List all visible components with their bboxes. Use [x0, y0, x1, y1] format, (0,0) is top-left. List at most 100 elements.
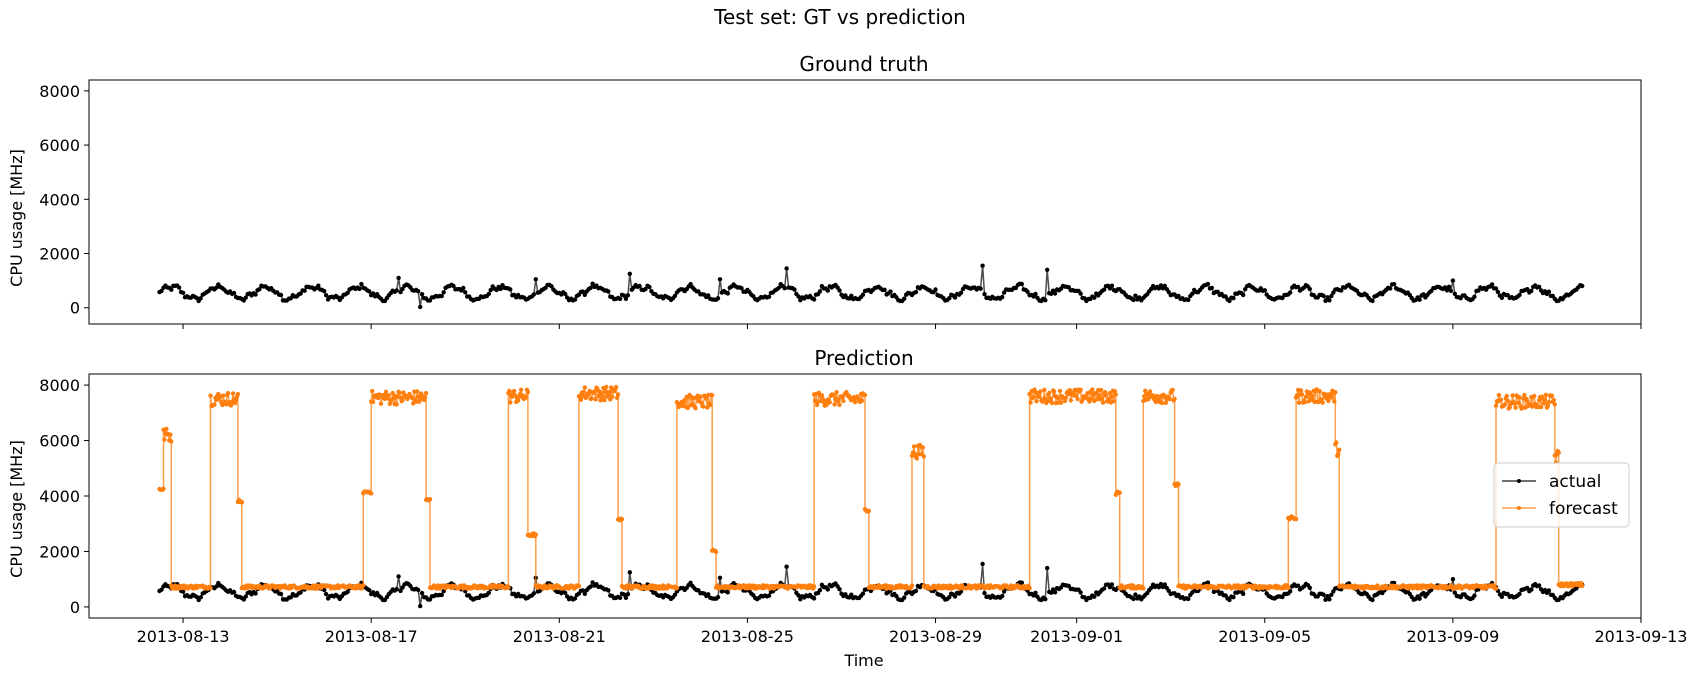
actual-point	[302, 288, 307, 293]
actual-point	[1019, 580, 1024, 585]
forecast-point	[1556, 450, 1561, 455]
forecast-point	[168, 432, 173, 437]
actual-point	[582, 292, 587, 298]
forecast-point	[699, 400, 704, 405]
forecast-point	[1286, 585, 1291, 591]
actual-point	[1227, 597, 1232, 603]
actual-point	[1045, 267, 1050, 272]
forecast-point	[827, 400, 832, 405]
forecast-point	[1549, 393, 1555, 398]
forecast-point	[704, 396, 709, 401]
forecast-point	[1493, 403, 1499, 408]
actual-point	[1231, 296, 1236, 301]
forecast-point	[1098, 387, 1104, 393]
forecast-point	[1293, 516, 1299, 522]
actual-point	[688, 580, 693, 585]
actual-point	[572, 297, 578, 302]
forecast-point	[386, 393, 391, 398]
forecast-point	[1063, 395, 1069, 400]
actual-point	[316, 283, 321, 288]
actual-point	[1323, 597, 1328, 602]
forecast-point	[710, 393, 715, 398]
actual-point	[1517, 292, 1522, 298]
actual-point	[621, 293, 627, 298]
forecast-point	[507, 388, 512, 394]
forecast-point	[914, 456, 920, 461]
forecast-point	[1504, 393, 1510, 399]
forecast-point	[164, 426, 169, 432]
forecast-point	[1525, 398, 1530, 403]
forecast-point	[208, 585, 213, 591]
actual-point	[1517, 591, 1522, 597]
forecast-point	[525, 389, 531, 395]
forecast-point	[598, 398, 603, 403]
forecast-point	[607, 389, 612, 395]
x-tick-label: 2013-09-05	[1218, 627, 1311, 646]
actual-point	[1295, 583, 1301, 588]
y-tick-label: 8000	[39, 376, 80, 395]
actual-point	[637, 283, 642, 289]
actual-point	[1078, 291, 1083, 296]
actual-point	[441, 290, 446, 295]
actual-point	[706, 592, 711, 597]
actual-point	[1109, 283, 1115, 288]
forecast-point	[1545, 403, 1551, 408]
actual-point	[1452, 291, 1458, 296]
forecast-point	[1496, 392, 1502, 398]
actual-point	[811, 297, 817, 302]
actual-point	[416, 587, 421, 593]
actual-point	[169, 287, 174, 292]
forecast-point	[580, 389, 585, 395]
actual-point	[1448, 288, 1454, 293]
actual-point	[860, 292, 866, 297]
actual-point	[672, 293, 678, 299]
actual-point	[1307, 585, 1313, 590]
forecast-point	[1333, 390, 1338, 395]
actual-point	[725, 291, 730, 296]
forecast-point	[1103, 393, 1109, 398]
actual-point	[572, 596, 578, 601]
actual-point	[1101, 287, 1107, 292]
actual-point	[784, 266, 789, 271]
forecast-point	[1146, 397, 1151, 402]
actual-point	[1370, 597, 1375, 603]
forecast-point	[819, 393, 825, 398]
forecast-point	[512, 388, 517, 394]
actual-point	[1227, 298, 1232, 304]
forecast-point	[1552, 402, 1558, 407]
actual-point	[1133, 592, 1138, 597]
actual-point	[1472, 294, 1477, 299]
forecast-point	[619, 517, 625, 522]
actual-point	[623, 296, 629, 301]
actual-point	[1043, 597, 1048, 602]
forecast-point	[1320, 400, 1325, 405]
actual-point	[1092, 295, 1097, 300]
actual-point	[1450, 577, 1456, 582]
y-tick-label: 2000	[39, 245, 80, 264]
actual-point	[590, 580, 595, 585]
actual-point	[902, 595, 907, 600]
forecast-point	[1176, 482, 1181, 487]
actual-point	[1052, 590, 1058, 595]
actual-point	[1329, 293, 1334, 299]
actual-point	[419, 292, 425, 297]
actual-point	[1444, 288, 1450, 293]
forecast-point	[1068, 398, 1074, 403]
actual-point	[1493, 286, 1499, 291]
forecast-point	[1543, 392, 1549, 397]
actual-point	[1529, 587, 1534, 592]
actual-point	[849, 293, 854, 298]
actual-point	[198, 296, 203, 301]
actual-point	[717, 575, 723, 580]
actual-point	[1329, 592, 1334, 597]
ground-truth-frame	[88, 79, 1642, 325]
actual-point	[1019, 281, 1024, 287]
forecast-point	[1073, 393, 1078, 398]
figure-title: Test set: GT vs prediction	[713, 5, 966, 29]
forecast-point	[1141, 586, 1146, 591]
actual-point	[531, 292, 536, 297]
actual-point	[1241, 292, 1246, 298]
actual-point	[782, 286, 787, 291]
actual-point	[882, 287, 887, 292]
actual-point	[1450, 278, 1456, 283]
